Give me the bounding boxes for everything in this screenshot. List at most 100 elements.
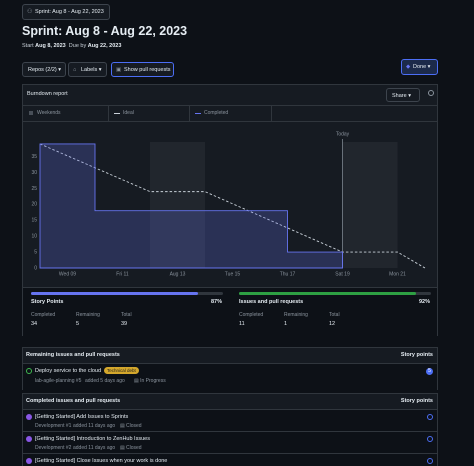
repos-filter[interactable]: Repos (2/2) ▾: [22, 62, 66, 77]
repos-filter-label: Repos (2/2): [28, 67, 57, 73]
x-tick-label: Tue 15: [225, 271, 241, 277]
closed-icon: [26, 414, 32, 420]
stat-title: Story Points: [31, 299, 64, 305]
stat-label: Completed: [31, 312, 56, 318]
labels-filter[interactable]: ⌂ Labels ▾: [68, 62, 107, 77]
stat-label: Total: [329, 312, 340, 318]
issue-row[interactable]: Deploy service to the cloud Technical de…: [23, 363, 437, 391]
burndown-panel: Burndown report Share ▾ Weekends Ideal C…: [22, 84, 438, 337]
issue-title: [Getting Started] Introduction to ZenHub…: [35, 436, 150, 442]
legend-divider: [189, 106, 190, 121]
weekend-band: [342, 142, 398, 268]
issue-status-text: In Progress: [140, 378, 166, 384]
y-tick-label: 20: [31, 202, 37, 208]
stat-percent: 87%: [211, 299, 223, 305]
due-label: Due by: [68, 43, 87, 49]
ideal-line: [39, 143, 426, 269]
completed-panel: Completed issues and pull requests Story…: [22, 393, 438, 466]
issue-row[interactable]: [Getting Started] Add Issues to Sprints D…: [23, 409, 437, 432]
x-tick-label: Fri 11: [116, 271, 129, 277]
issue-title: [Getting Started] Add Issues to Sprints: [35, 414, 129, 420]
issue-title: Deploy service to the cloud: [35, 368, 102, 374]
stat-title: Issues and pull requests: [239, 299, 304, 305]
points-header: Story points: [400, 352, 433, 358]
x-tick-label: Aug 13: [170, 271, 186, 277]
status-icon: ▤: [120, 445, 125, 451]
stat-label: Remaining: [76, 312, 100, 318]
issue-ref: lab-agile-planning #5: [35, 378, 82, 384]
stat-value: 12: [329, 321, 336, 327]
legend-label: Weekends: [37, 110, 61, 116]
legend-divider: [108, 106, 109, 121]
y-tick-label: 30: [31, 170, 37, 176]
status-button[interactable]: ◆ Done ▾: [401, 59, 438, 75]
labels-filter-label: Labels: [81, 67, 98, 73]
sprint-icon: ⚇: [27, 9, 33, 15]
share-button[interactable]: Share ▾: [386, 88, 420, 102]
today-label: Today: [336, 131, 350, 137]
issue-added: added 11 days ago: [73, 445, 116, 451]
remaining-panel: Remaining issues and pull requests Story…: [22, 347, 438, 391]
points-header: Story points: [400, 398, 433, 404]
issue-status: ▤ In Progress: [134, 378, 166, 384]
stat-percent: 92%: [419, 299, 431, 305]
legend-divider: [271, 106, 272, 121]
issue-label: Technical debt: [104, 367, 139, 374]
completed-area: [39, 143, 343, 269]
x-tick-label: Mon 21: [389, 271, 406, 277]
info-icon[interactable]: [428, 90, 434, 96]
legend-swatch: [114, 113, 120, 114]
closed-icon: [26, 458, 32, 464]
legend-swatch: [195, 113, 201, 114]
progress-fill: [239, 292, 416, 295]
y-tick-label: 35: [31, 154, 37, 160]
progress-fill: [31, 292, 199, 295]
points-icon: [427, 414, 433, 420]
share-label: Share: [392, 93, 407, 99]
issue-ref: Development #2: [35, 445, 72, 451]
start-label: Start: [22, 43, 34, 49]
label-icon: ⌂: [73, 67, 77, 73]
stat-label: Completed: [239, 312, 264, 318]
stat-label: Total: [121, 312, 132, 318]
toggle-icon: ▣: [116, 67, 122, 73]
issue-row[interactable]: [Getting Started] Introduction to ZenHub…: [23, 431, 437, 454]
points-icon: [427, 458, 433, 464]
legend-label: Completed: [204, 110, 229, 116]
progress-track: [239, 292, 431, 295]
stat-value: 1: [284, 321, 288, 327]
status-icon: ◆: [406, 64, 411, 70]
x-tick-label: Thu 17: [280, 271, 296, 277]
y-tick-label: 15: [31, 218, 37, 224]
y-tick-label: 10: [31, 234, 37, 240]
stat-label: Remaining: [284, 312, 308, 318]
closed-icon: [26, 436, 32, 442]
status-button-label: Done: [413, 64, 427, 70]
stat-value: 11: [239, 321, 245, 327]
due-date: Aug 22, 2023: [87, 43, 122, 49]
stat-value: 39: [121, 321, 128, 327]
legend: Weekends Ideal Completed: [23, 105, 437, 122]
sprint-selector[interactable]: ⚇ Sprint: Aug 8 - Aug 22, 2023: [22, 4, 110, 20]
x-tick-label: Sat 19: [335, 271, 350, 277]
issue-status: Closed: [126, 423, 142, 429]
issue-row[interactable]: [Getting Started] Close Issues when your…: [23, 453, 437, 466]
issue-added: added 5 days ago: [85, 378, 125, 384]
pull-request-toggle-label: Show pull requests: [124, 67, 171, 73]
points-icon: [427, 436, 433, 442]
y-tick-label: 25: [31, 186, 37, 192]
stat-value: 34: [31, 321, 38, 327]
open-icon: [26, 368, 32, 374]
x-tick-label: Wed 09: [59, 271, 76, 277]
stat-value: 5: [76, 321, 80, 327]
issue-status: Closed: [126, 445, 142, 451]
weekend-band: [150, 142, 205, 268]
report-title: Burndown report: [27, 91, 68, 97]
sprint-selector-label: Sprint: Aug 8 - Aug 22, 2023: [35, 9, 104, 15]
sprint-dates: Start Aug 8, 2023 Due by Aug 22, 2023: [22, 43, 121, 49]
pull-request-toggle[interactable]: ▣ Show pull requests: [111, 62, 174, 77]
issue-points: 5: [426, 368, 433, 375]
stats-row: Story Points 87% Completed 34 Remaining 5 Tota…: [23, 287, 437, 337]
legend-swatch: [29, 111, 33, 115]
